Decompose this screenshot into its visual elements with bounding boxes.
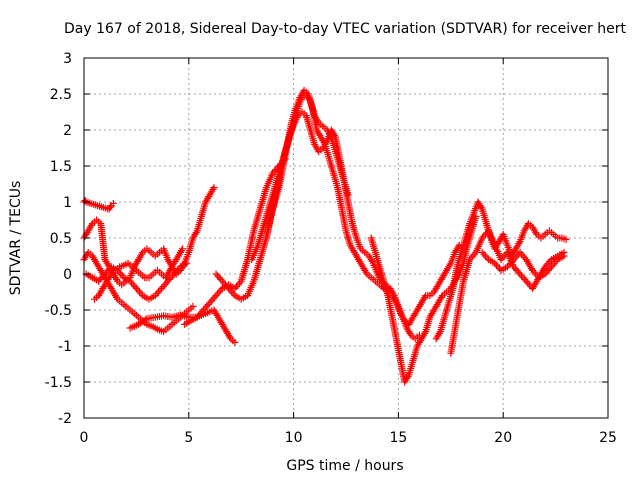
data-point bbox=[546, 265, 554, 273]
data-point bbox=[518, 250, 526, 258]
data-point bbox=[159, 283, 167, 291]
data-point bbox=[481, 252, 489, 260]
data-point bbox=[514, 268, 522, 276]
data-point bbox=[162, 279, 170, 287]
y-tick-label: 0 bbox=[63, 267, 72, 283]
data-point bbox=[129, 281, 137, 289]
data-point bbox=[203, 302, 211, 310]
x-tick-label: 10 bbox=[285, 430, 303, 446]
x-tick-label: 25 bbox=[599, 430, 617, 446]
data-point bbox=[469, 252, 477, 260]
data-point bbox=[560, 252, 568, 260]
data-point bbox=[117, 270, 125, 278]
data-point bbox=[156, 286, 164, 294]
data-point bbox=[206, 299, 214, 307]
grid bbox=[84, 58, 608, 418]
data-point bbox=[204, 301, 212, 309]
data-point bbox=[519, 274, 527, 282]
data-point bbox=[141, 316, 149, 324]
data-point bbox=[210, 184, 218, 192]
data-point bbox=[214, 290, 222, 298]
data-point bbox=[212, 292, 220, 300]
data-point bbox=[455, 241, 463, 249]
data-point bbox=[209, 295, 217, 303]
data-point bbox=[154, 288, 162, 296]
y-tick-label: 1 bbox=[63, 195, 72, 211]
data-point bbox=[179, 245, 187, 253]
data-point bbox=[232, 283, 240, 291]
data-point bbox=[207, 297, 215, 305]
x-tick-label: 5 bbox=[184, 430, 193, 446]
data-point bbox=[217, 275, 225, 283]
y-tick-label: 0.5 bbox=[50, 231, 72, 247]
data-point bbox=[210, 293, 218, 301]
data-point bbox=[281, 155, 289, 163]
y-tick-label: -1.5 bbox=[45, 375, 72, 391]
data-point bbox=[189, 302, 197, 310]
y-tick-label: 1.5 bbox=[50, 159, 72, 175]
data-point bbox=[161, 281, 169, 289]
series-track-12 bbox=[82, 259, 191, 303]
data-point bbox=[131, 283, 139, 291]
data-point bbox=[215, 274, 223, 282]
data-point bbox=[516, 270, 524, 278]
y-tick-label: -1 bbox=[58, 339, 72, 355]
y-tick-label: 2 bbox=[63, 123, 72, 139]
data-point bbox=[524, 279, 532, 287]
axis-ticks: 0 5 10 15 20 25 -2 -1.5 -1 -0.5 0 0.5 1 1.5 2 2.5 3 bbox=[45, 51, 617, 446]
data-point bbox=[228, 288, 236, 296]
data-point bbox=[549, 261, 557, 269]
y-tick-label: 3 bbox=[63, 51, 72, 67]
data-point bbox=[519, 252, 527, 260]
x-tick-label: 20 bbox=[494, 430, 512, 446]
data-point bbox=[480, 250, 488, 258]
data-point bbox=[212, 270, 220, 278]
y-tick-label: 2.5 bbox=[50, 87, 72, 103]
data-point bbox=[516, 248, 524, 256]
series-track-14 bbox=[80, 197, 117, 213]
data-point bbox=[513, 266, 521, 274]
series-track-10 bbox=[447, 227, 568, 357]
data-point bbox=[134, 286, 142, 294]
data-point bbox=[132, 284, 140, 292]
data-point bbox=[183, 259, 191, 267]
data-marks bbox=[80, 86, 570, 386]
data-point bbox=[521, 275, 529, 283]
data-point bbox=[136, 288, 144, 296]
data-point bbox=[544, 259, 552, 267]
x-tick-label: 15 bbox=[389, 430, 407, 446]
data-point bbox=[472, 212, 480, 220]
data-point bbox=[214, 272, 222, 280]
y-tick-label: -2 bbox=[58, 411, 72, 427]
data-point bbox=[215, 288, 223, 296]
data-point bbox=[562, 235, 570, 243]
chart-title: Day 167 of 2018, Sidereal Day-to-day VTE… bbox=[64, 21, 626, 37]
data-point bbox=[544, 266, 552, 274]
data-point bbox=[518, 272, 526, 280]
data-point bbox=[344, 191, 352, 199]
data-point bbox=[522, 277, 530, 285]
data-point bbox=[547, 263, 555, 271]
data-point bbox=[218, 277, 226, 285]
y-axis-label: SDTVAR / TECUs bbox=[8, 181, 24, 296]
x-tick-label: 0 bbox=[80, 430, 89, 446]
x-axis-label: GPS time / hours bbox=[286, 458, 403, 474]
series-track-4 bbox=[126, 306, 239, 346]
y-tick-label: -0.5 bbox=[45, 303, 72, 319]
data-point bbox=[109, 199, 117, 207]
series-track-13 bbox=[181, 155, 289, 328]
data-point bbox=[551, 259, 559, 267]
data-point bbox=[231, 338, 239, 346]
series-track-7 bbox=[262, 86, 463, 328]
series-track-11 bbox=[478, 248, 568, 282]
data-point bbox=[158, 284, 166, 292]
